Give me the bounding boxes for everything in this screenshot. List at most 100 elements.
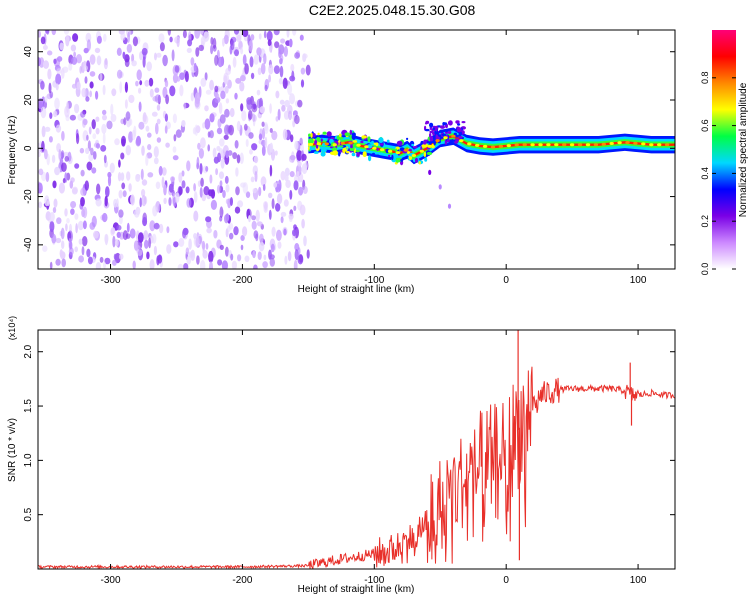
noise-cell xyxy=(173,241,179,248)
ridge-speckle-cell xyxy=(440,136,444,139)
noise-cell xyxy=(251,143,258,151)
ridge-speckle-cell xyxy=(413,159,416,163)
ridge-speckle-cell xyxy=(338,152,341,157)
noise-cell xyxy=(296,171,300,177)
ridge-speckle-cell xyxy=(317,132,320,136)
noise-cell xyxy=(233,226,239,236)
noise-cell xyxy=(38,30,41,38)
noise-cell xyxy=(85,96,90,102)
noise-cell xyxy=(144,79,150,87)
noise-cell xyxy=(200,77,207,87)
noise-cell xyxy=(269,103,272,114)
noise-cell xyxy=(228,222,234,230)
colorbar-tick-label: 0.0 xyxy=(700,263,710,276)
noise-cell xyxy=(236,34,242,43)
noise-cell xyxy=(258,33,262,40)
noise-cell xyxy=(184,71,189,83)
noise-cell xyxy=(158,223,164,234)
noise-cell xyxy=(151,111,158,117)
noise-cell xyxy=(294,52,300,59)
y-tick-label: -40 xyxy=(23,237,34,252)
noise-cell xyxy=(49,261,53,269)
noise-cell xyxy=(120,152,125,160)
noise-cell xyxy=(74,163,80,169)
noise-cell xyxy=(117,172,122,182)
noise-cell xyxy=(280,38,286,44)
noise-cell xyxy=(60,150,65,160)
noise-cell xyxy=(263,30,267,39)
noise-cell xyxy=(110,227,116,235)
noise-cell xyxy=(155,181,161,190)
ridge-speckle-cell xyxy=(441,133,447,136)
ridge-speckle-cell xyxy=(408,148,412,152)
ridge-core-cell xyxy=(451,134,456,138)
noise-cell xyxy=(271,226,276,237)
ridge-speckle-cell xyxy=(439,125,445,129)
noise-cell xyxy=(200,137,206,149)
noise-cell xyxy=(268,209,272,220)
noise-cell xyxy=(289,75,296,82)
noise-cell xyxy=(213,156,219,164)
ridge-core-cell xyxy=(577,143,583,147)
noise-cell xyxy=(124,81,128,93)
noise-cell xyxy=(139,80,143,86)
noise-cell xyxy=(170,176,176,183)
noise-cell xyxy=(279,58,283,65)
noise-cell xyxy=(153,222,160,230)
noise-cell xyxy=(194,124,199,136)
noise-cell xyxy=(200,177,204,187)
ridge-speckle-cell xyxy=(396,140,403,146)
ridge-core-cell xyxy=(530,143,535,147)
noise-cell xyxy=(51,30,57,36)
noise-cell xyxy=(44,149,48,160)
noise-cell xyxy=(234,140,239,149)
noise-cell xyxy=(241,110,247,122)
ridge-speckle-cell xyxy=(390,152,393,155)
noise-cell xyxy=(135,80,139,87)
ridge-speckle-cell xyxy=(429,133,432,138)
noise-cell xyxy=(68,62,73,71)
noise-cell xyxy=(173,134,177,142)
noise-cell xyxy=(91,119,96,130)
noise-cell xyxy=(42,45,48,50)
x-tick-label: -200 xyxy=(232,575,252,586)
noise-cell xyxy=(284,174,289,182)
ridge-speckle-cell xyxy=(445,129,449,133)
noise-cell xyxy=(104,257,111,265)
noise-cell xyxy=(209,113,215,123)
ridge-core-cell xyxy=(356,143,361,147)
noise-cell xyxy=(187,39,193,47)
noise-cell xyxy=(155,122,159,135)
noise-cell xyxy=(284,99,290,108)
snr-xlabel: Height of straight line (km) xyxy=(298,584,415,595)
noise-cell xyxy=(103,58,108,70)
noise-cell xyxy=(176,37,180,48)
ridge-speckle-cell xyxy=(373,142,378,145)
noise-cell xyxy=(178,172,183,183)
noise-cell xyxy=(242,226,248,237)
ridge-speckle-cell xyxy=(308,138,314,145)
noise-cell xyxy=(172,155,179,161)
noise-cell xyxy=(252,250,256,259)
noise-cell xyxy=(55,124,62,133)
noise-cell xyxy=(185,247,190,255)
noise-cell xyxy=(300,79,305,88)
noise-cell xyxy=(104,195,108,207)
noise-cell xyxy=(277,108,281,121)
noise-cell xyxy=(193,183,197,192)
noise-cell xyxy=(165,142,170,148)
ridge-speckle-cell xyxy=(374,154,380,157)
noise-cell xyxy=(143,230,149,241)
noise-cell xyxy=(225,67,232,75)
noise-cell xyxy=(68,247,74,256)
noise-cell xyxy=(218,102,223,115)
noise-cell xyxy=(222,190,226,198)
noise-cell xyxy=(256,47,262,56)
noise-cell xyxy=(224,175,229,184)
ridge-core-cell xyxy=(364,145,369,149)
noise-cell xyxy=(56,68,62,75)
noise-cell xyxy=(128,94,135,104)
noise-cell xyxy=(263,204,268,213)
noise-cell xyxy=(275,183,281,193)
noise-cell xyxy=(253,155,259,164)
